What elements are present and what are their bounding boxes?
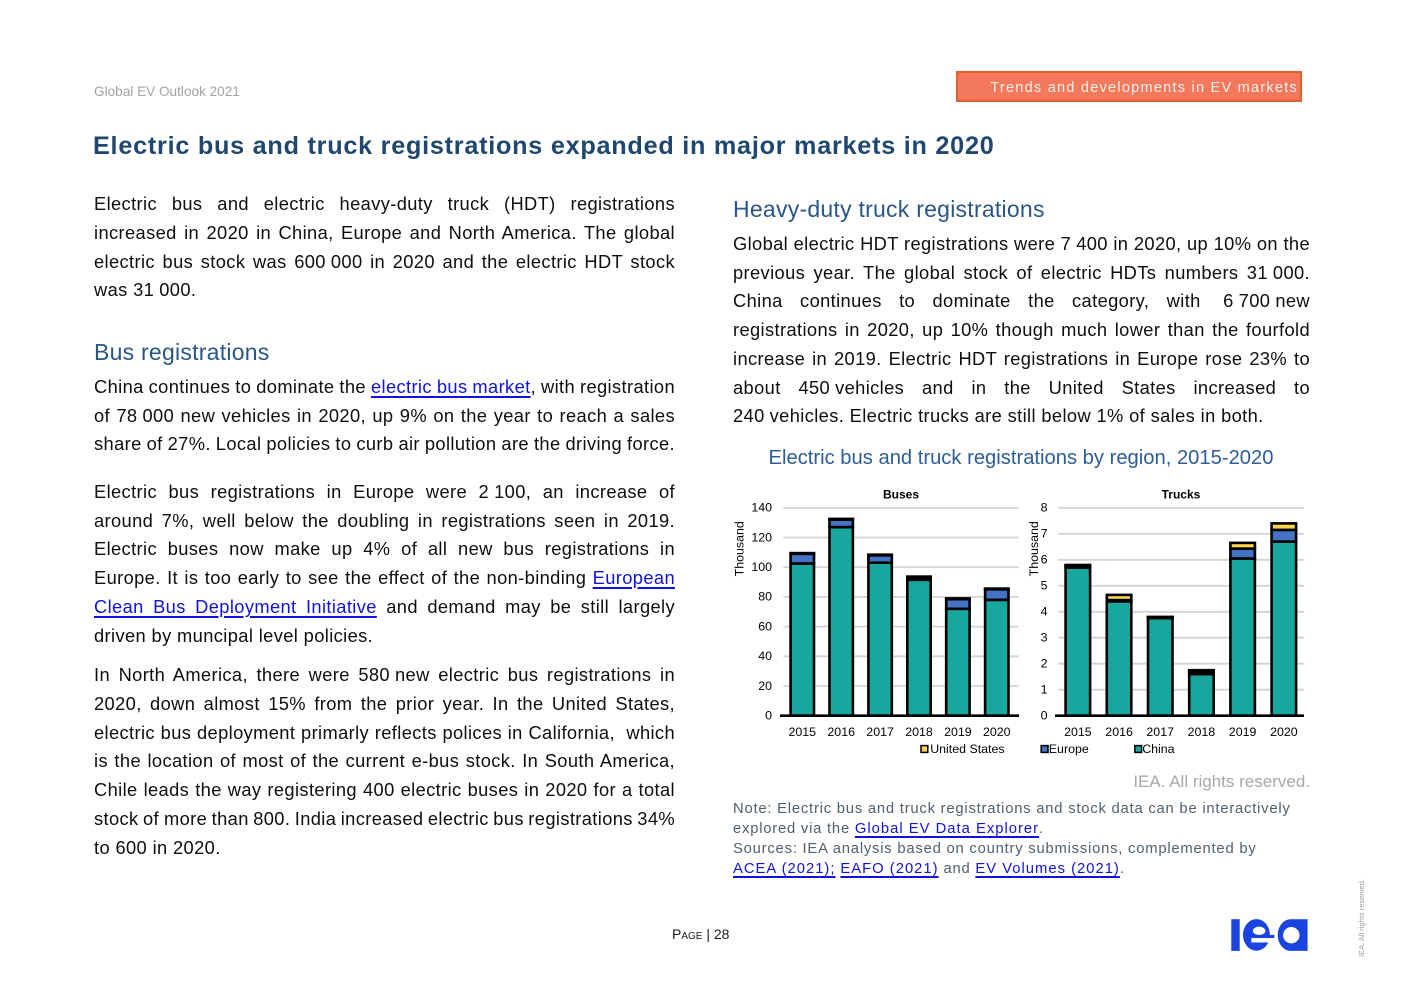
- svg-text:Buses: Buses: [883, 487, 919, 501]
- svg-text:2018: 2018: [1188, 725, 1216, 739]
- svg-text:Europe: Europe: [1049, 742, 1089, 756]
- svg-text:6: 6: [1041, 553, 1048, 567]
- svg-text:2016: 2016: [1105, 725, 1133, 739]
- svg-text:140: 140: [751, 501, 772, 515]
- svg-text:Thousand: Thousand: [733, 521, 747, 576]
- svg-text:2015: 2015: [1064, 725, 1092, 739]
- svg-text:2017: 2017: [866, 725, 894, 739]
- svg-text:20: 20: [758, 679, 772, 693]
- svg-text:2019: 2019: [1229, 725, 1257, 739]
- svg-text:120: 120: [751, 530, 772, 544]
- svg-text:2020: 2020: [983, 725, 1011, 739]
- svg-text:8: 8: [1041, 501, 1048, 515]
- svg-text:7: 7: [1041, 527, 1048, 541]
- svg-text:0: 0: [765, 709, 772, 723]
- svg-text:2: 2: [1041, 657, 1048, 671]
- svg-text:4: 4: [1041, 605, 1048, 619]
- svg-text:60: 60: [758, 619, 772, 633]
- svg-text:United States: United States: [930, 742, 1004, 756]
- svg-text:80: 80: [758, 590, 772, 604]
- svg-text:2017: 2017: [1146, 725, 1174, 739]
- svg-text:Trucks: Trucks: [1162, 487, 1201, 501]
- svg-text:3: 3: [1041, 631, 1048, 645]
- svg-text:Thousand: Thousand: [1027, 521, 1041, 576]
- svg-text:1: 1: [1041, 683, 1048, 697]
- svg-text:0: 0: [1041, 709, 1048, 723]
- svg-text:2018: 2018: [905, 725, 933, 739]
- svg-text:2020: 2020: [1270, 725, 1298, 739]
- svg-text:2019: 2019: [944, 725, 972, 739]
- svg-text:40: 40: [758, 649, 772, 663]
- svg-text:5: 5: [1041, 579, 1048, 593]
- svg-text:China: China: [1142, 742, 1174, 756]
- svg-text:2015: 2015: [789, 725, 817, 739]
- svg-text:2016: 2016: [827, 725, 855, 739]
- svg-text:100: 100: [751, 560, 772, 574]
